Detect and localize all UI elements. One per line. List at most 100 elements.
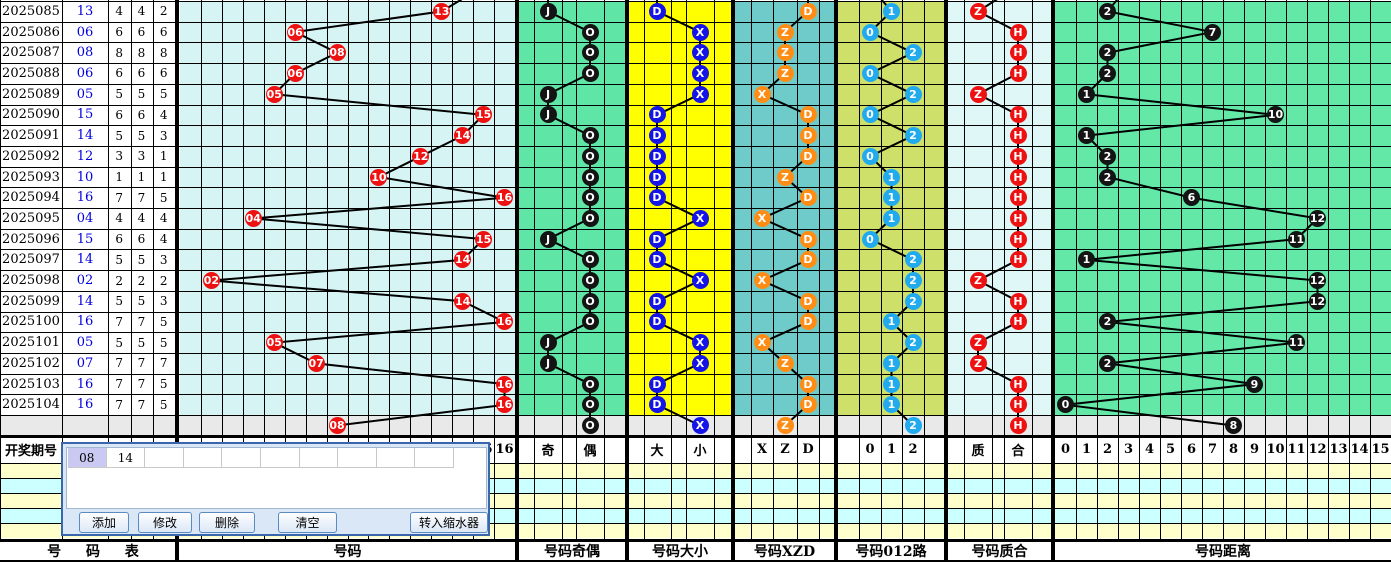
number-list-empty-cell[interactable] [299, 448, 339, 468]
r012-draw-marker: 0 [861, 64, 879, 82]
section-border [175, 0, 179, 562]
zh-draw-marker: H [1009, 313, 1027, 331]
section-border [834, 0, 838, 562]
add-button[interactable]: 添加 [79, 512, 129, 533]
grid-vline [108, 0, 109, 539]
oe-draw-marker: O [581, 209, 599, 227]
period-cell: 2025101 [2, 335, 60, 351]
number-list-empty-cell[interactable] [415, 448, 454, 468]
zh-draw-marker: H [1009, 375, 1027, 393]
grid-vline [859, 0, 860, 539]
grid-vline [62, 0, 63, 539]
draw-number-cell: 15 [76, 231, 94, 247]
thick-hline [0, 559, 1391, 562]
grid-hline [0, 508, 1391, 510]
derived-value-cell: 3 [159, 128, 168, 143]
grid-vline [604, 0, 605, 539]
xzd-draw-marker: D [799, 106, 817, 124]
draw-number-cell: 05 [76, 86, 94, 102]
period-cell: 2025102 [2, 355, 60, 371]
xzd-draw-marker: D [799, 230, 817, 248]
derived-value-cell: 4 [159, 107, 168, 122]
section-footer: 号码012路 [855, 543, 927, 560]
distance-col-header: 5 [1165, 442, 1176, 458]
grid-hline [0, 311, 1391, 313]
draw-number-cell: 02 [76, 273, 94, 289]
trend-draw-marker: 12 [412, 147, 430, 165]
trend-col-header: 16 [495, 442, 514, 458]
derived-value-cell: 2 [159, 4, 168, 19]
derived-value-cell: 5 [137, 128, 146, 143]
trend-draw-marker: 15 [475, 230, 493, 248]
oe-draw-marker: J [539, 2, 557, 20]
derived-value-cell: 6 [159, 66, 168, 81]
derived-value-cell: 8 [159, 45, 168, 60]
zh-draw-marker: Z [969, 85, 987, 103]
number-list-item[interactable]: 08 [68, 448, 107, 468]
dist-draw-marker: 12 [1309, 209, 1326, 227]
grid-vline [1370, 0, 1371, 539]
dx-col-header: 大 [650, 444, 664, 460]
r012-draw-marker: 1 [883, 209, 900, 227]
grid-hline [0, 373, 1391, 375]
xzd-draw-marker: D [799, 313, 817, 331]
oe-draw-marker: O [581, 127, 599, 145]
derived-value-cell: 1 [159, 149, 168, 164]
period-cell: 2025093 [2, 169, 60, 185]
draw-number-cell: 15 [76, 107, 94, 123]
trend-draw-marker: 08 [328, 417, 346, 434]
derived-value-cell: 7 [115, 397, 124, 412]
xzd-col-header: X [756, 442, 768, 458]
dist-draw-marker: 1 [1078, 85, 1095, 103]
number-list-empty-cell[interactable] [261, 448, 300, 468]
number-list-empty-cell[interactable] [376, 448, 416, 468]
dx-draw-marker: D [648, 251, 666, 269]
oe-draw-marker: O [581, 272, 599, 290]
number-list-empty-cell[interactable] [183, 448, 223, 468]
distance-col-header: 6 [1186, 442, 1197, 458]
r012-draw-marker: 2 [904, 85, 922, 103]
transfer-to-filter-button[interactable]: 转入缩水器 [410, 512, 488, 533]
derived-value-cell: 5 [115, 128, 124, 143]
grid-vline [644, 0, 645, 539]
zh-col-header: 质 [971, 444, 985, 460]
xzd-col-header: D [802, 442, 814, 458]
grid-hline [0, 270, 1391, 272]
grid-hline [0, 104, 1391, 106]
draw-number-cell: 06 [76, 24, 94, 40]
number-list-item[interactable]: 14 [106, 448, 146, 468]
oe-draw-marker: J [539, 334, 557, 352]
dist-draw-marker: 2 [1099, 168, 1116, 186]
dist-draw-marker: 2 [1099, 2, 1116, 20]
zh-draw-marker: Z [969, 334, 987, 352]
xzd-draw-marker: Z [776, 44, 794, 62]
trend-draw-marker: 08 [328, 44, 346, 62]
derived-value-cell: 5 [137, 87, 146, 102]
number-list-empty-cell[interactable] [145, 448, 184, 468]
period-header: 开奖期号 [4, 444, 57, 460]
delete-button[interactable]: 删除 [199, 512, 255, 533]
number-list-empty-cell[interactable] [338, 448, 377, 468]
derived-value-cell: 4 [115, 211, 124, 226]
number-list-empty-cell[interactable] [222, 448, 261, 468]
grid-vline [714, 0, 715, 539]
modify-button[interactable]: 修改 [138, 512, 192, 533]
dx-draw-marker: X [691, 354, 709, 372]
clear-button[interactable]: 清空 [278, 512, 337, 533]
period-cell: 2025099 [2, 293, 60, 309]
manual-numbers-panel: 08 14 添加 修改 删除 清空 转入缩水器 [61, 442, 490, 536]
derived-value-cell: 7 [115, 190, 124, 205]
derived-value-cell: 5 [115, 252, 124, 267]
xzd-draw-marker: Z [776, 417, 794, 434]
r012-draw-marker: 1 [883, 354, 900, 372]
trend-draw-marker: 16 [496, 313, 514, 331]
zh-col-header: 合 [1011, 444, 1025, 460]
grid-hline [0, 42, 1391, 44]
draw-number-cell: 14 [76, 128, 94, 144]
grid-hline [0, 415, 1391, 417]
derived-value-cell: 6 [159, 25, 168, 40]
derived-value-cell: 4 [159, 232, 168, 247]
trend-draw-marker: 10 [370, 168, 388, 186]
dist-draw-marker: 7 [1204, 23, 1221, 41]
r012-draw-marker: 2 [904, 127, 922, 145]
